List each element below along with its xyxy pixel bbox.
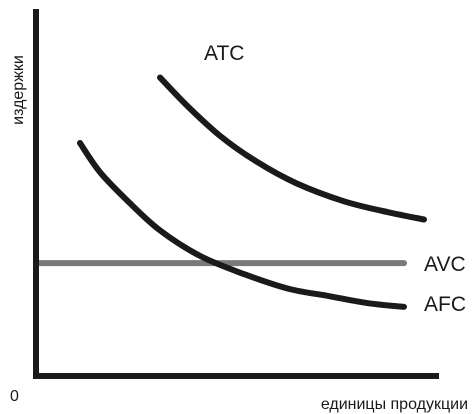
avc-curve-label: AVC <box>424 253 466 276</box>
y-axis-label: издержки <box>10 55 27 125</box>
curve-labels-layer: ATC AVC AFC <box>204 42 466 316</box>
atc-curve-label: ATC <box>204 42 244 65</box>
origin-label: 0 <box>10 388 19 405</box>
x-axis-label: единицы продукции <box>321 396 468 413</box>
atc-curve <box>157 74 427 223</box>
afc-curve <box>77 140 407 310</box>
afc-curve-label: AFC <box>424 293 466 316</box>
curves-layer <box>33 74 427 310</box>
